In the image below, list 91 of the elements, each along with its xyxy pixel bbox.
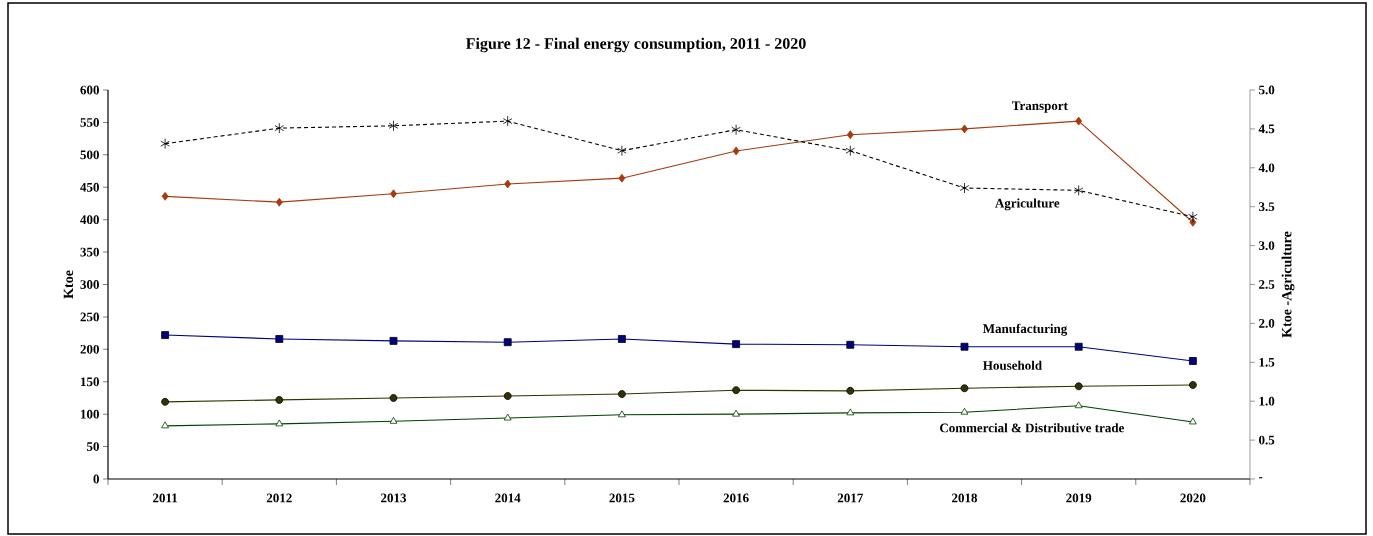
point [161,191,169,201]
point [1189,417,1197,425]
point [503,392,512,400]
y-tick-label: 350 [80,247,99,257]
y-tick-label: 450 [80,182,99,192]
point [504,179,512,189]
y-tick-label: 50 [86,442,99,451]
point [617,390,626,398]
point [846,408,855,416]
y2-tick-label: 0.5 [1259,435,1275,445]
point [618,410,626,418]
point [388,120,399,132]
point [160,138,170,150]
point [503,338,512,347]
y2-tick-label: 4.5 [1258,124,1275,134]
point [732,409,740,417]
point [960,384,969,393]
x-tick-label: 2016 [723,493,749,503]
y-tick-label: 550 [80,118,99,127]
x-tick-label: 2013 [381,493,407,503]
y-tick-label: 500 [80,150,99,160]
x-tick-label: 2011 [153,493,178,503]
point [275,419,284,427]
point [274,122,285,134]
y-tick-label: 200 [80,344,99,354]
y2-tick-label: 1.5 [1259,357,1275,367]
chart-title: Figure 12 - Final energy consumption, 2011 - 2020 [465,37,806,53]
point [1074,382,1083,391]
y2-tick-label: 3.5 [1259,202,1275,212]
x-tick-label: 2012 [266,493,292,503]
point [731,124,741,136]
point [503,413,512,421]
y-tick-label: 250 [80,312,99,322]
point [617,145,627,157]
y2-tick-label: 5.0 [1259,85,1275,95]
y2-tick-label: 4.0 [1258,163,1275,173]
point [161,397,169,406]
point [1073,184,1084,196]
point [275,396,284,404]
y2-tick-label: 2.0 [1259,318,1275,328]
point [161,421,169,429]
point [845,145,856,157]
y2-tick-label: - [1258,477,1263,479]
point [959,182,970,194]
y2-axis-title: Ktoe -Agriculture [1281,231,1295,338]
series-label: Transport [1012,101,1068,113]
x-tick-label: 2018 [952,493,978,503]
point [161,331,169,339]
x-tick-label: 2017 [837,493,863,503]
point [389,394,398,402]
point [732,386,740,395]
y-tick-label: 0 [93,474,99,484]
point [617,335,626,343]
point [1074,342,1083,351]
y-tick-label: 400 [80,215,99,225]
x-tick-label: 2019 [1066,493,1092,503]
y-tick-label: 150 [81,377,99,387]
y2-tick-label: 2.5 [1259,280,1275,289]
y-tick-label: 100 [81,409,99,419]
y-tick-label: 600 [80,85,99,95]
point [618,173,626,183]
x-tick-label: 2020 [1180,493,1206,503]
point [1074,401,1083,409]
x-tick-label: 2015 [609,493,635,503]
series-label: Agriculture [995,198,1060,211]
point [275,335,284,343]
series-label: Household [983,360,1042,370]
x-tick-label: 2014 [495,493,521,503]
point [960,407,969,415]
point [389,416,398,424]
y-axis-title: Ktoe [63,270,74,299]
point [1188,211,1198,223]
point [275,197,283,207]
point [960,342,969,351]
point [389,337,398,345]
point [1188,357,1197,365]
point [846,130,854,140]
y2-tick-label: 1.0 [1259,396,1275,406]
point [502,115,513,127]
point [1075,116,1083,126]
point [732,146,740,156]
y2-tick-label: 3.0 [1259,241,1275,251]
y-tick-label: 300 [80,280,99,289]
series-label: Commercial & Distributive trade [940,423,1124,433]
point [390,189,397,199]
point [846,386,855,395]
point [1188,381,1197,389]
point [961,124,968,134]
point [732,340,740,349]
point [846,340,855,349]
series-label: Manufacturing [982,323,1068,336]
